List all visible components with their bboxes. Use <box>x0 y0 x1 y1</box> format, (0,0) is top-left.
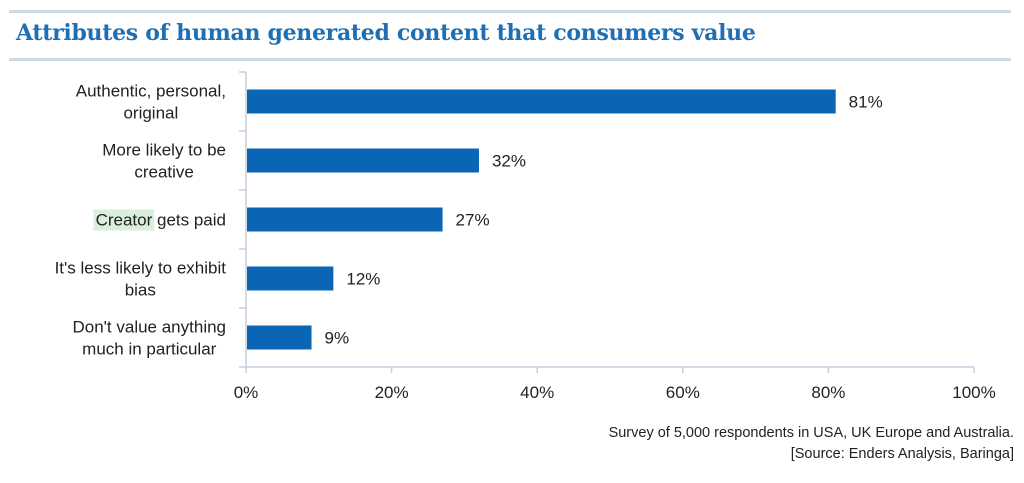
category-label-rest: gets paid <box>152 211 226 230</box>
footnote-survey: Survey of 5,000 respondents in USA, UK E… <box>608 425 1014 441</box>
bar <box>247 266 334 291</box>
category-label: Don't value anything <box>72 318 226 337</box>
bar <box>247 207 443 232</box>
x-tick-label: 100% <box>952 383 995 402</box>
category-label: much in particular <box>82 340 217 359</box>
category-label: Creator gets paid <box>96 211 226 230</box>
category-label-highlighted-word: Creator <box>96 211 153 230</box>
x-tick-label: 80% <box>811 383 845 402</box>
bar-value-label: 81% <box>849 93 883 112</box>
bar <box>247 89 836 114</box>
category-label: original <box>123 104 178 123</box>
text-highlight <box>93 209 155 231</box>
x-tick-label: 60% <box>666 383 700 402</box>
bar-value-label: 12% <box>346 270 380 289</box>
category-label: More likely to be <box>102 141 226 160</box>
x-tick-label: 20% <box>375 383 409 402</box>
bar-value-label: 9% <box>325 329 350 348</box>
bar <box>247 325 312 350</box>
bar-value-label: 27% <box>456 211 490 230</box>
bar-value-label: 32% <box>492 152 526 171</box>
x-tick-label: 0% <box>234 383 259 402</box>
category-label: bias <box>125 281 156 300</box>
category-label: Authentic, personal, <box>76 82 226 101</box>
chart-title: Attributes of human generated content th… <box>16 20 756 46</box>
category-label: It's less likely to exhibit <box>55 259 227 278</box>
footnote-source: [Source: Enders Analysis, Baringa] <box>790 446 1014 462</box>
bar <box>247 148 479 173</box>
category-label: creative <box>134 163 194 182</box>
x-tick-label: 40% <box>520 383 554 402</box>
title-rule-top <box>9 10 1011 13</box>
title-rule-bottom <box>9 58 1011 61</box>
